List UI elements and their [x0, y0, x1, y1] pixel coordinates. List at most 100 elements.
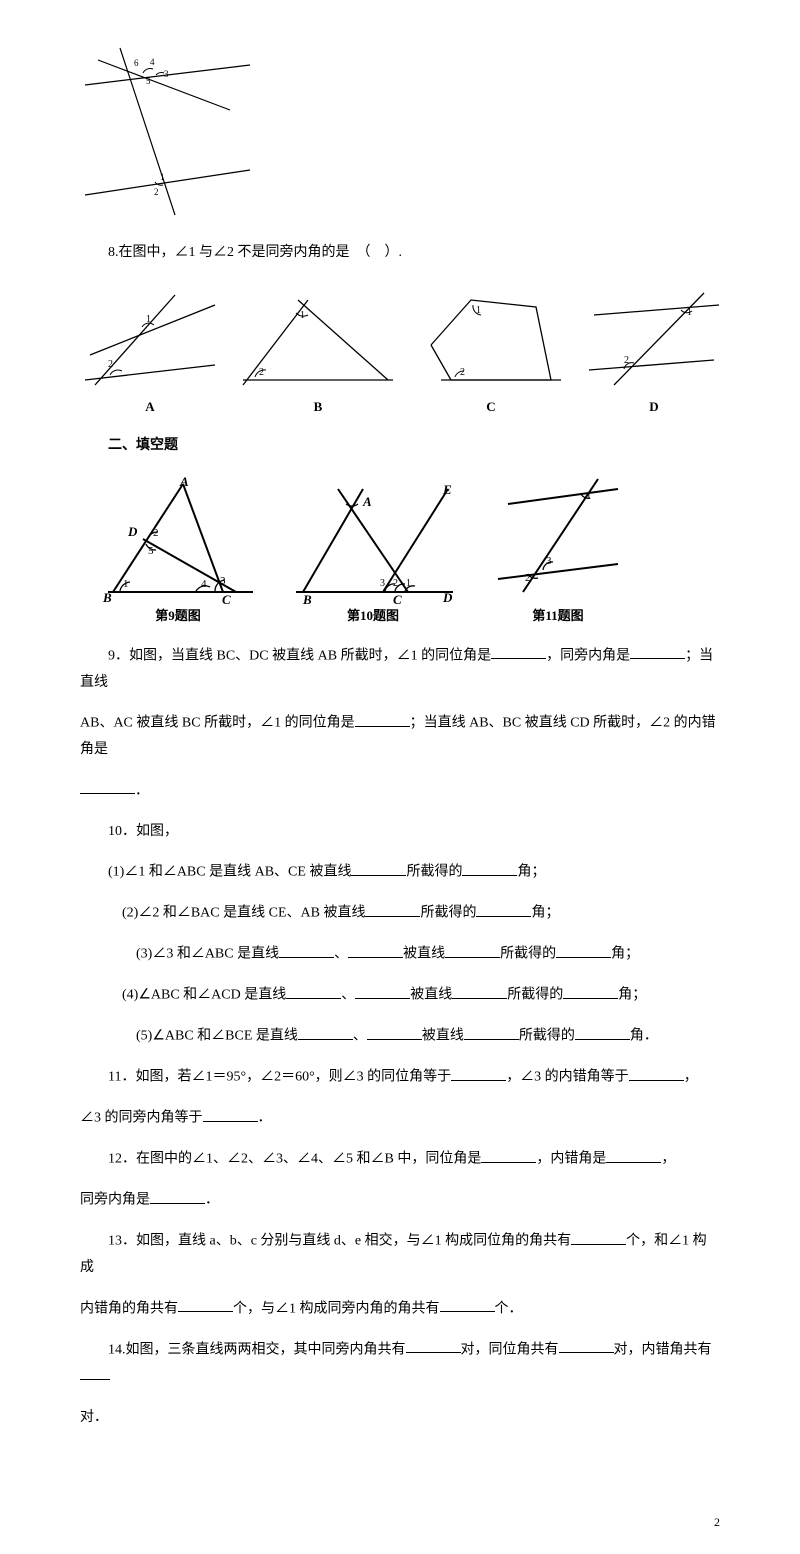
blank[interactable] — [629, 1064, 684, 1080]
blank[interactable] — [348, 941, 403, 957]
figure-10: A E B C D 321 第10题图 — [288, 474, 458, 629]
blank[interactable] — [445, 941, 500, 957]
t: ∠3 的同旁内角等于 — [80, 1111, 203, 1126]
option-b-figure: 1 2 B — [238, 285, 398, 420]
q10-1: (1)∠1 和∠ABC 是直线 AB、CE 被直线所截得的角； — [80, 859, 720, 886]
question-10: 10．如图， — [80, 819, 720, 846]
blank[interactable] — [491, 643, 546, 659]
blank[interactable] — [571, 1228, 626, 1244]
section-2-heading: 二、填空题 — [80, 433, 720, 460]
svg-text:E: E — [442, 482, 452, 497]
t: 12．在图中的∠1、∠2、∠3、∠4、∠5 和∠B 中，同位角是 — [108, 1152, 481, 1167]
blank[interactable] — [556, 941, 611, 957]
t: 被直线 — [422, 1029, 464, 1044]
t: (4)∠ABC 和∠ACD 是直线 — [122, 988, 286, 1003]
question-12: 12．在图中的∠1、∠2、∠3、∠4、∠5 和∠B 中，同位角是，内错角是， — [80, 1146, 720, 1173]
svg-text:C: C — [393, 592, 402, 604]
t: 个． — [495, 1301, 523, 1316]
t: 角； — [531, 906, 559, 921]
t: 角． — [630, 1029, 658, 1044]
page-number: 2 — [80, 1511, 720, 1534]
q10-2: (2)∠2 和∠BAC 是直线 CE、AB 被直线所截得的角； — [80, 900, 720, 927]
t: 所截得的 — [507, 988, 563, 1003]
svg-text:A: A — [179, 474, 189, 489]
figure-9: A D B C 2 5 1 4 3 第9题图 — [98, 474, 258, 629]
svg-text:1: 1 — [160, 172, 165, 182]
t: 11．如图，若∠1＝95°，∠2＝60°，则∠3 的同位角等于 — [108, 1070, 451, 1085]
svg-text:2: 2 — [259, 367, 264, 378]
blank[interactable] — [203, 1105, 258, 1121]
blank[interactable] — [476, 900, 531, 916]
figure-q7: 64 53 1 2 — [80, 40, 720, 220]
blank[interactable] — [575, 1023, 630, 1039]
question-12-line2: 同旁内角是． — [80, 1187, 720, 1214]
blank[interactable] — [351, 859, 406, 875]
t: 角； — [618, 988, 646, 1003]
blank[interactable] — [563, 982, 618, 998]
option-b-label: B — [238, 395, 398, 420]
svg-text:2: 2 — [154, 187, 159, 197]
blank[interactable] — [80, 1364, 110, 1380]
blank[interactable] — [462, 859, 517, 875]
t: AB、AC 被直线 BC 所截时，∠1 的同位角是 — [80, 716, 355, 731]
blank[interactable] — [286, 982, 341, 998]
svg-text:C: C — [222, 592, 231, 604]
question-11-line2: ∠3 的同旁内角等于． — [80, 1105, 720, 1132]
blank[interactable] — [440, 1296, 495, 1312]
svg-text:2: 2 — [525, 572, 531, 584]
blank[interactable] — [481, 1146, 536, 1162]
blank[interactable] — [178, 1296, 233, 1312]
blank[interactable] — [464, 1023, 519, 1039]
figure-11: 1 3 2 第11题图 — [488, 474, 628, 629]
blank[interactable] — [606, 1146, 661, 1162]
blank[interactable] — [630, 643, 685, 659]
t: (1)∠1 和∠ABC 是直线 AB、CE 被直线 — [108, 865, 351, 880]
question-9-line3: ． — [80, 778, 720, 805]
question-14: 14.如图，三条直线两两相交，其中同旁内角共有对，同位角共有对，内错角共有 — [80, 1337, 720, 1391]
t: ，同旁内角是 — [546, 648, 630, 663]
caption-10: 第10题图 — [288, 604, 458, 629]
blank[interactable] — [80, 778, 135, 794]
t: ， — [684, 1070, 698, 1085]
svg-text:3: 3 — [546, 555, 552, 567]
question-13-line2: 内错角的角共有 个，与∠1 构成同旁内角的角共有 个． — [80, 1296, 720, 1323]
blank[interactable] — [406, 1337, 461, 1353]
blank[interactable] — [451, 1064, 506, 1080]
option-d-label: D — [584, 395, 724, 420]
t: 个，与∠1 构成同旁内角的角共有 — [233, 1301, 440, 1316]
svg-text:3: 3 — [164, 69, 169, 79]
q10-4: (4)∠ABC 和∠ACD 是直线、被直线所截得的角； — [80, 982, 720, 1009]
question-11: 11．如图，若∠1＝95°，∠2＝60°，则∠3 的同位角等于，∠3 的内错角等… — [80, 1064, 720, 1091]
svg-text:D: D — [127, 524, 138, 539]
blank[interactable] — [559, 1337, 614, 1353]
figure-row-9-11: A D B C 2 5 1 4 3 第9题图 — [98, 474, 720, 629]
caption-9: 第9题图 — [98, 604, 258, 629]
svg-text:4: 4 — [201, 578, 207, 590]
t: 、 — [353, 1029, 367, 1044]
blank[interactable] — [365, 900, 420, 916]
svg-text:2: 2 — [108, 359, 113, 370]
q10-5: (5)∠ABC 和∠BCE 是直线、被直线所截得的角． — [80, 1023, 720, 1050]
question-8: 8.在图中，∠1 与∠2 不是同旁内角的是 （ ）. — [80, 240, 720, 267]
svg-text:4: 4 — [150, 57, 155, 67]
caption-11: 第11题图 — [488, 604, 628, 629]
blank[interactable] — [150, 1187, 205, 1203]
blank[interactable] — [355, 982, 410, 998]
option-d-figure: 1 2 D — [584, 285, 724, 420]
t: 所截得的 — [406, 865, 462, 880]
t: 内错角的角共有 — [80, 1301, 178, 1316]
question-9-line2: AB、AC 被直线 BC 所截时，∠1 的同位角是；当直线 AB、BC 被直线 … — [80, 710, 720, 764]
svg-text:6: 6 — [134, 58, 139, 68]
blank[interactable] — [367, 1023, 422, 1039]
t: 角； — [611, 947, 639, 962]
option-a-figure: 1 2 A — [80, 285, 220, 420]
blank[interactable] — [279, 941, 334, 957]
t: 所截得的 — [420, 906, 476, 921]
page: 64 53 1 2 8.在图中，∠1 与∠2 不是同旁内角的是 （ ）. 1 — [40, 0, 760, 1554]
svg-text:A: A — [362, 494, 372, 509]
blank[interactable] — [298, 1023, 353, 1039]
t: 、 — [334, 947, 348, 962]
blank[interactable] — [355, 710, 410, 726]
blank[interactable] — [452, 982, 507, 998]
t: ． — [135, 783, 149, 798]
